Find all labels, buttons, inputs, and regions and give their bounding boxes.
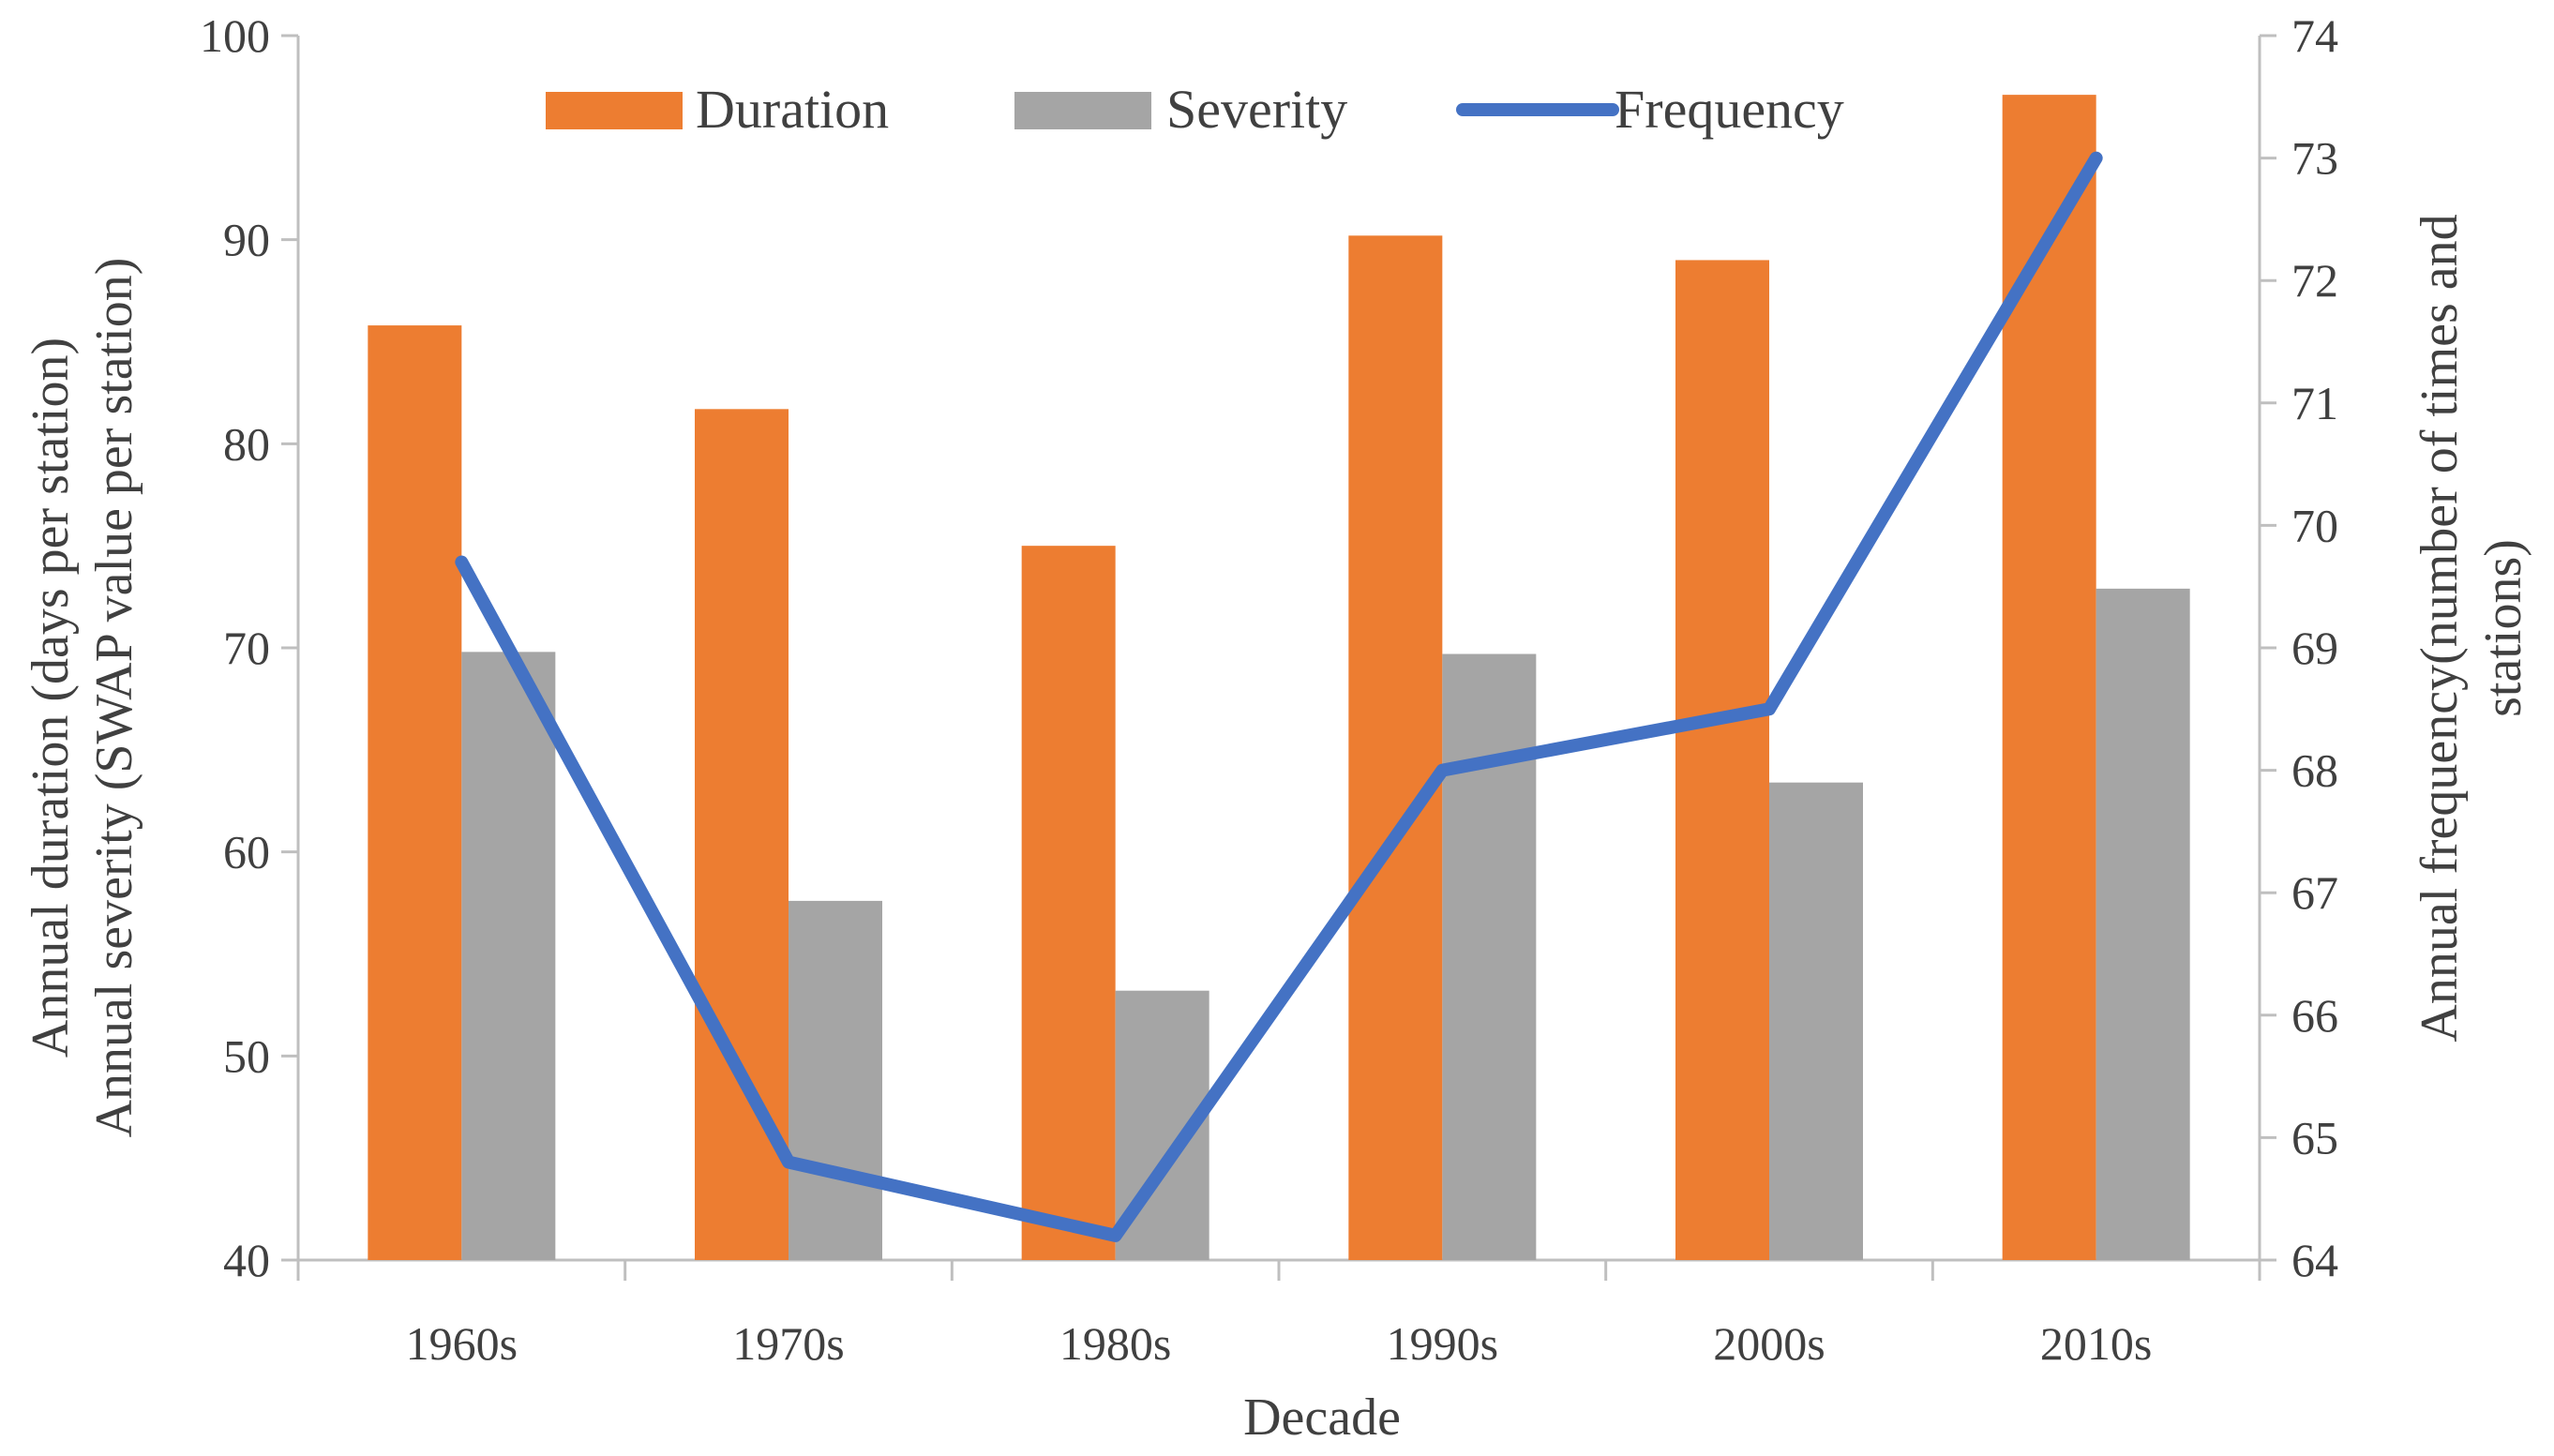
x-tick-label-2010s: 2010s [2040, 1317, 2152, 1370]
y-left-tick-label: 50 [223, 1029, 270, 1082]
x-tick-label-1980s: 1980s [1059, 1317, 1171, 1370]
bar-duration-2000s [1675, 260, 1769, 1260]
legend-label-frequency: Frequency [1615, 79, 1844, 140]
frequency-point-2010s [2095, 157, 2097, 159]
y-right-tick-label: 67 [2291, 866, 2338, 919]
y-left-tick-label: 70 [223, 622, 270, 674]
y-axis-right-title-line2: stations) [2474, 539, 2532, 717]
bar-duration-1990s [1348, 235, 1443, 1260]
bar-duration-1970s [695, 409, 789, 1261]
x-tick-label-1970s: 1970s [732, 1317, 844, 1370]
legend-swatch-severity [1014, 92, 1151, 129]
bar-duration-1960s [368, 325, 462, 1260]
y-right-tick-label: 74 [2291, 9, 2338, 62]
y-left-tick-label: 90 [223, 214, 270, 266]
frequency-point-1980s [1114, 1234, 1117, 1237]
y-right-tick-label: 64 [2291, 1234, 2338, 1286]
bar-severity-2000s [1769, 782, 1863, 1260]
y-axis-left-title-line2: Annual severity (SWAP value per station) [85, 258, 143, 1138]
y-right-tick-label: 70 [2291, 499, 2338, 551]
x-tick-label-1960s: 1960s [406, 1317, 518, 1370]
x-tick-label-1990s: 1990s [1387, 1317, 1498, 1370]
y-right-tick-label: 73 [2291, 132, 2338, 185]
bars [368, 95, 2190, 1261]
bar-duration-2010s [2002, 95, 2096, 1261]
axis-titles: Decade Annual duration (days per station… [22, 214, 2532, 1447]
x-axis-title: Decade [1243, 1388, 1401, 1447]
legend-swatch-duration [546, 92, 683, 129]
legend-label-severity: Severity [1166, 79, 1347, 140]
bar-severity-1970s [789, 900, 882, 1260]
bar-severity-2010s [2096, 588, 2190, 1260]
y-left-tick-label: 100 [200, 9, 270, 62]
frequency-line [455, 151, 2103, 1242]
x-tick-label-2000s: 2000s [1713, 1317, 1825, 1370]
frequency-point-1970s [788, 1161, 789, 1163]
y-axis-left-title-line1: Annual duration (days per station) [22, 338, 80, 1058]
y-left-tick-label: 80 [223, 417, 270, 470]
bar-duration-1980s [1021, 546, 1116, 1260]
y-right-tick-label: 71 [2291, 377, 2338, 429]
y-right-tick-label: 65 [2291, 1111, 2338, 1163]
tick-labels: 40 50 60 70 80 90 100 64 65 66 67 68 69 70 71 72 73 74 196… [200, 9, 2338, 1370]
axes [281, 34, 2276, 1281]
y-right-tick-label: 68 [2291, 744, 2338, 797]
legend: Duration Severity Frequency [546, 79, 1844, 140]
y-left-tick-label: 60 [223, 826, 270, 878]
frequency-line-group [455, 151, 2103, 1242]
y-right-tick-label: 69 [2291, 622, 2338, 674]
legend-label-duration: Duration [696, 79, 889, 140]
y-axis-right-title-line1: Annual frequency(number of times and [2411, 214, 2469, 1042]
frequency-point-1990s [1441, 769, 1444, 772]
y-right-tick-label: 66 [2291, 989, 2338, 1042]
frequency-point-1960s [460, 561, 463, 563]
frequency-point-2000s [1768, 708, 1770, 711]
y-left-tick-label: 40 [223, 1234, 270, 1286]
bar-severity-1960s [461, 652, 556, 1260]
bar-severity-1990s [1442, 653, 1537, 1260]
y-right-tick-label: 72 [2291, 254, 2338, 307]
